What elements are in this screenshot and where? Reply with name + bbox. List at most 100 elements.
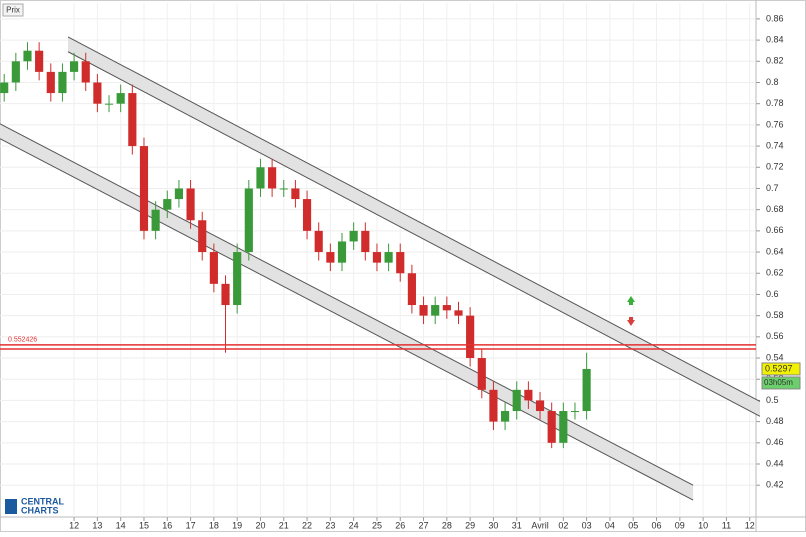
candle-body [23,50,32,62]
channel-line [0,138,694,501]
y-tick-label: 0.72 [766,162,784,172]
channel-line [67,51,761,417]
y-tick-label: 0.8 [766,77,779,87]
candle-body [489,389,498,422]
countdown-tag [761,376,801,390]
level-label: 0.552426 [8,337,37,344]
candle-body [582,368,591,412]
x-tick-label: 11 [722,520,731,530]
x-tick-label: 09 [675,520,685,530]
candle-body [419,305,428,316]
y-tick-label: 0.6 [766,289,779,299]
x-tick-label: 22 [302,520,312,530]
candle-body [174,188,184,200]
candle-body [302,199,312,231]
candle-body [524,389,533,401]
candle-body [279,188,288,190]
price-tag-label: 0.5297 [765,363,793,373]
up-arrow [627,296,635,305]
candle-body [326,252,335,263]
x-tick-label: 20 [255,520,265,530]
candle-body [163,199,172,210]
brand: CHARTS [21,505,59,515]
x-tick-label: 16 [162,520,172,530]
candle-body [559,411,568,443]
x-tick-label: 10 [698,520,708,530]
y-tick-label: 0.76 [766,119,784,129]
candle-body [11,61,20,83]
y-tick-label: 0.84 [766,34,784,44]
candle-body [46,71,55,94]
x-tick-label: 12 [69,520,79,530]
x-tick-label: 30 [488,520,498,530]
y-tick-label: 0.7 [766,183,779,193]
candle-body [93,82,102,104]
x-tick-label: 17 [186,520,196,530]
y-tick-label: 0.48 [766,416,784,426]
candle-body [221,283,230,306]
x-tick-label: 28 [442,520,452,530]
y-tick-label: 0.86 [766,13,784,23]
candle-body [466,315,475,359]
x-tick-label: 31 [512,520,522,530]
candle-body [58,71,67,94]
candle-body [209,252,218,284]
candle-body [128,93,137,147]
candle-body [116,93,125,104]
candle-body [349,230,358,242]
y-tick-label: 0.44 [766,458,784,468]
x-tick-label: 29 [465,520,475,530]
x-tick-label: 18 [209,520,219,530]
candles [0,42,591,449]
countdown-label: 03h05m [764,378,793,387]
candle-body [198,220,207,253]
candle-body [396,252,405,274]
logo: CENTRAL CHARTS [5,496,64,515]
candle-body [81,61,90,83]
candle-body [477,358,486,390]
y-tick-label: 0.42 [766,480,784,490]
channel-line [67,36,761,402]
x-tick-label: 02 [558,520,568,530]
brand: CENTRAL [21,496,64,506]
x-tick-label: 03 [582,520,592,530]
channel-line [0,123,694,486]
x-tick-label: 15 [139,520,149,530]
y-tick-label: 0.82 [766,56,784,66]
candle-body [104,103,114,105]
overlay: 0.552426 0.5297 03h05m [0,337,801,390]
candle-body [454,310,463,316]
y-tick-label: 0.58 [766,310,784,320]
x-tick-label: 21 [279,520,289,530]
candle-body [570,411,580,413]
y-tick-label: 0.66 [766,225,784,235]
candle-body [0,82,9,94]
y-tick-label: 0.64 [766,246,784,256]
candle-body [442,305,451,311]
candle-body [139,146,149,231]
x-tick-label: 26 [395,520,405,530]
y-tick-label: 0.54 [766,352,784,362]
y-tick-label: 0.46 [766,437,784,447]
candle-body [407,273,416,306]
candle-body [314,230,323,253]
candle-body [35,50,44,72]
y-tick-label: 0.78 [766,98,784,108]
x-tick-label: 04 [605,520,615,530]
title-box [2,3,24,17]
candle-body [512,389,521,412]
x-tick-label: 25 [372,520,382,530]
candle-body [361,230,370,253]
chart-title: Prix [6,6,20,15]
channel-band [68,36,760,417]
candle-body [501,411,510,422]
x-tick-label: 14 [116,520,126,530]
candle-body [70,61,79,72]
x-tick-label: 27 [419,520,429,530]
candle-body [547,411,556,443]
x-tick-label: 05 [628,520,638,530]
candle-body [268,167,277,189]
candle-body [384,252,393,263]
candle-body [186,188,195,221]
